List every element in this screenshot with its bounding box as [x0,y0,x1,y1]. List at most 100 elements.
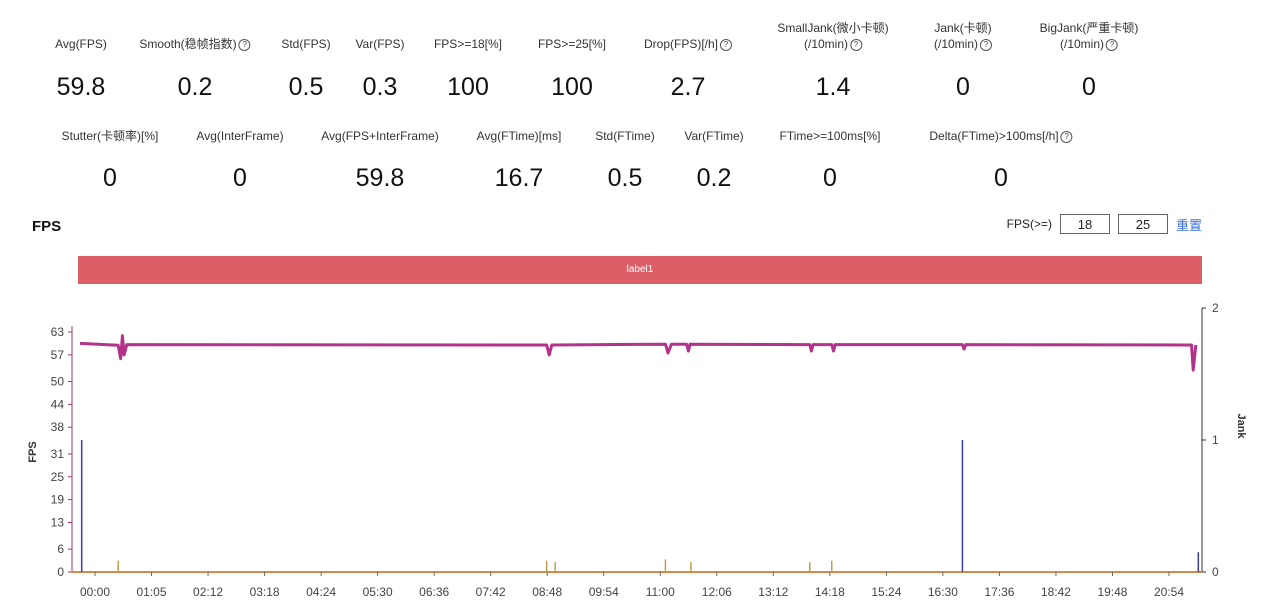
chart-title: FPS [32,218,62,235]
metric-label: Stutter(卡顿率)[%] [62,128,159,144]
y-tick-label: 57 [51,348,65,362]
x-tick-label: 15:24 [871,585,901,599]
metric-value: 0.3 [362,73,398,101]
metric-r1-7: SmallJank(微小卡顿) (/10min)? 1.4 [777,20,888,101]
metric-label: Avg(FPS) [55,36,107,52]
x-tick-label: 18:42 [1041,585,1071,599]
metric-label-text: BigJank(严重卡顿) [1039,21,1139,35]
metric-label-text: Jank(卡顿) [934,21,992,35]
y-tick-label: 44 [51,397,65,411]
fps-chart: 0 6 13 19 25 31 38 44 50 57 63 FPS 0 1 2 Jank 00:00 01:05… [27,301,1247,599]
x-tick-label: 13:12 [758,585,788,599]
y-tick-label: 31 [51,447,65,461]
metric-label: Std(FTime) [595,128,655,144]
metric-value: 0 [103,164,117,192]
fps-series-line [79,334,1198,372]
metric-label: Var(FTime) [684,128,743,144]
help-icon[interactable]: ? [238,38,251,51]
x-tick-label: 14:18 [815,585,845,599]
metric-label-text: Avg(FPS) [55,37,107,51]
metric-r1-6: Drop(FPS)[/h]? 2.7 [644,36,733,101]
metric-label: Avg(FPS+InterFrame) [321,128,438,144]
metric-label-unit: (/10min) [1059,37,1104,51]
metric-value: 16.7 [494,164,544,192]
metric-value: 2.7 [670,73,706,101]
metric-label: Delta(FTime)>100ms[/h]? [929,128,1073,144]
threshold-label: FPS(>=) [1006,217,1052,231]
metric-label: Var(FPS) [355,36,404,52]
metric-r2-7: Delta(FTime)>100ms[/h]? 0 [929,128,1073,192]
x-tick-label: 01:05 [137,585,167,599]
x-tick-label: 06:36 [419,585,449,599]
fps-threshold-input-2[interactable] [1117,214,1168,234]
metric-value: 59.8 [355,164,405,192]
y-tick-label: 63 [51,325,65,339]
help-icon[interactable]: ? [1060,130,1073,143]
metric-label-text: FPS>=25[%] [537,37,607,51]
y-tick-label: 0 [57,565,64,579]
y-tick-label: 38 [51,420,65,434]
metric-label-text: Var(FPS) [355,37,405,51]
help-icon[interactable]: ? [1106,38,1118,51]
metric-label-text: Var(FTime) [684,129,744,143]
metric-label: BigJank(严重卡顿) (/10min)? [1040,20,1139,52]
metric-value: 1.4 [815,73,851,101]
metric-value: 0.2 [696,164,732,192]
x-tick-label: 16:30 [928,585,958,599]
metric-label: Drop(FPS)[/h]? [644,36,733,52]
metric-label: Avg(FTime)[ms] [477,128,562,144]
metric-label: FPS>=18[%] [434,36,502,52]
y2-tick-label: 2 [1212,301,1219,315]
metric-label-text: Avg(InterFrame) [196,129,284,143]
metric-value: 0.2 [177,73,213,101]
y-tick-label: 6 [57,542,64,556]
y-axis-label: FPS [27,441,39,462]
x-tick-label: 02:12 [193,585,223,599]
help-icon[interactable]: ? [980,38,993,51]
metric-r2-3: Avg(FTime)[ms] 16.7 [477,128,562,192]
x-tick-label: 00:00 [80,585,110,599]
fps-threshold-bar: FPS(>=) 重置 [1007,214,1202,234]
x-tick-label: 05:30 [363,585,393,599]
metric-value: 0 [233,164,247,192]
metric-value: 0 [1082,73,1096,101]
metric-r1-9: BigJank(严重卡顿) (/10min)? 0 [1040,20,1139,101]
metric-r1-2: Std(FPS) 0.5 [281,36,330,101]
y2-axis-label: Jank [1235,413,1247,439]
metric-label-unit: (/10min) [933,37,979,51]
x-tick-label: 04:24 [306,585,336,599]
metric-label-text: Smooth(稳帧指数) [139,37,237,51]
metric-value: 0 [956,73,970,101]
x-tick-label: 09:54 [589,585,619,599]
y2-tick-label: 0 [1212,565,1219,579]
metric-label-unit: (/10min) [803,37,849,51]
metric-r2-2: Avg(FPS+InterFrame) 59.8 [321,128,438,192]
metric-r2-1: Avg(InterFrame) 0 [196,128,284,192]
metric-value: 100 [447,73,489,101]
metric-label-text: Std(FTime) [595,129,655,143]
metric-label: FPS>=25[%] [538,36,606,52]
metric-value: 0 [994,164,1008,192]
x-tick-label: 20:54 [1154,585,1184,599]
y-tick-label: 19 [51,493,65,507]
fps-threshold-input-1[interactable] [1059,214,1110,234]
metric-label-text: Stutter(卡顿率)[%] [61,129,159,143]
x-tick-label: 17:36 [984,585,1014,599]
reset-link[interactable]: 重置 [1175,217,1202,233]
metric-value: 0.5 [288,73,324,101]
metric-label-text: Std(FPS) [281,37,331,51]
help-icon[interactable]: ? [850,38,863,51]
metric-r2-6: FTime>=100ms[%] 0 [780,128,881,192]
metric-r1-1: Smooth(稳帧指数)? 0.2 [139,36,251,101]
metric-label: SmallJank(微小卡顿) (/10min)? [777,20,888,52]
metric-label-text: Avg(FTime)[ms] [476,129,562,143]
metric-label: FTime>=100ms[%] [780,128,881,144]
label-bar[interactable]: label1 [78,256,1202,284]
y-tick-label: 50 [51,375,65,389]
help-icon[interactable]: ? [720,38,733,51]
metric-label: Jank(卡顿) (/10min)? [933,20,993,52]
metric-label: Std(FPS) [281,36,330,52]
metric-label-text: Delta(FTime)>100ms[/h] [929,129,1059,143]
x-tick-label: 08:48 [532,585,562,599]
metric-r2-5: Var(FTime) 0.2 [684,128,743,192]
